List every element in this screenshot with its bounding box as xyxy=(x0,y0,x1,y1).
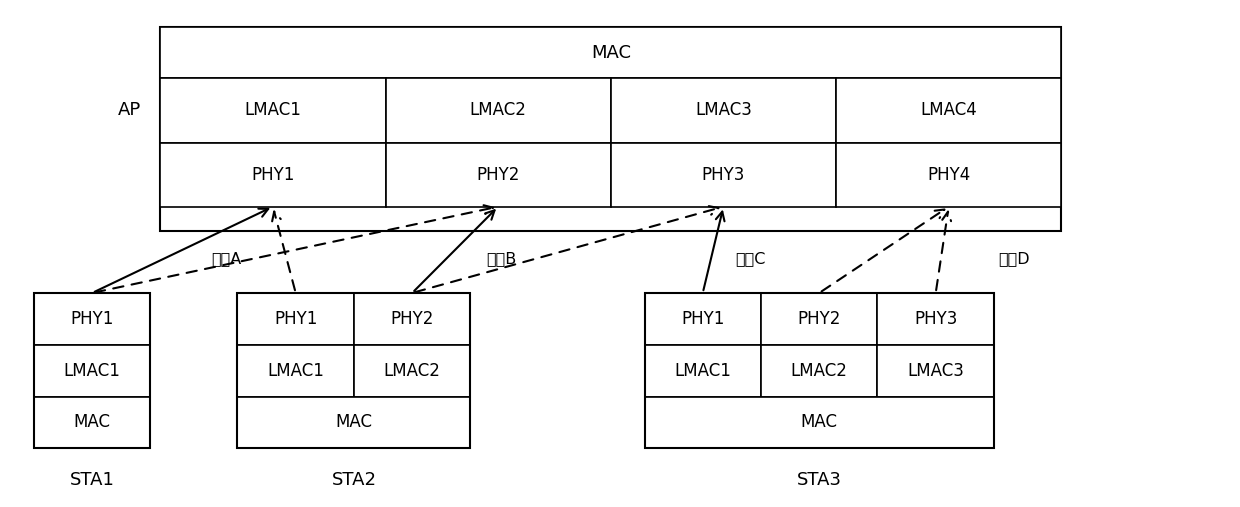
FancyBboxPatch shape xyxy=(33,293,150,345)
FancyBboxPatch shape xyxy=(386,79,611,142)
FancyBboxPatch shape xyxy=(836,142,1061,207)
FancyBboxPatch shape xyxy=(761,345,878,396)
Text: LMAC1: LMAC1 xyxy=(244,101,301,120)
FancyBboxPatch shape xyxy=(611,79,836,142)
Text: PHY1: PHY1 xyxy=(252,166,295,184)
FancyBboxPatch shape xyxy=(386,142,611,207)
FancyBboxPatch shape xyxy=(33,396,150,448)
Text: MAC: MAC xyxy=(73,413,110,431)
FancyBboxPatch shape xyxy=(160,142,386,207)
Text: 链路B: 链路B xyxy=(486,251,516,266)
Text: STA1: STA1 xyxy=(69,472,114,489)
Text: PHY4: PHY4 xyxy=(928,166,971,184)
FancyBboxPatch shape xyxy=(761,293,878,345)
FancyBboxPatch shape xyxy=(353,345,470,396)
Text: STA3: STA3 xyxy=(797,472,842,489)
FancyBboxPatch shape xyxy=(237,345,353,396)
FancyBboxPatch shape xyxy=(836,79,1061,142)
FancyBboxPatch shape xyxy=(645,396,994,448)
Text: LMAC1: LMAC1 xyxy=(268,361,324,380)
Text: STA2: STA2 xyxy=(331,472,377,489)
Text: PHY3: PHY3 xyxy=(914,310,957,328)
Text: PHY1: PHY1 xyxy=(681,310,724,328)
Text: MAC: MAC xyxy=(590,44,631,61)
Text: AP: AP xyxy=(118,101,141,120)
Text: PHY3: PHY3 xyxy=(702,166,745,184)
FancyBboxPatch shape xyxy=(237,293,353,345)
FancyBboxPatch shape xyxy=(645,345,761,396)
Text: 链路C: 链路C xyxy=(735,251,766,266)
FancyBboxPatch shape xyxy=(878,345,994,396)
Text: LMAC1: LMAC1 xyxy=(675,361,732,380)
FancyBboxPatch shape xyxy=(160,27,1061,79)
FancyBboxPatch shape xyxy=(878,293,994,345)
Text: LMAC3: LMAC3 xyxy=(694,101,751,120)
Text: LMAC2: LMAC2 xyxy=(791,361,848,380)
Text: MAC: MAC xyxy=(336,413,372,431)
FancyBboxPatch shape xyxy=(33,345,150,396)
Text: PHY2: PHY2 xyxy=(391,310,434,328)
FancyBboxPatch shape xyxy=(353,293,470,345)
Text: LMAC2: LMAC2 xyxy=(470,101,527,120)
FancyBboxPatch shape xyxy=(237,396,470,448)
Text: LMAC2: LMAC2 xyxy=(383,361,440,380)
FancyBboxPatch shape xyxy=(645,293,761,345)
Text: MAC: MAC xyxy=(801,413,838,431)
Text: PHY1: PHY1 xyxy=(274,310,317,328)
Text: PHY1: PHY1 xyxy=(71,310,114,328)
Text: 链路A: 链路A xyxy=(212,251,242,266)
Text: LMAC3: LMAC3 xyxy=(908,361,965,380)
Text: PHY2: PHY2 xyxy=(797,310,841,328)
FancyBboxPatch shape xyxy=(611,142,836,207)
Text: 链路D: 链路D xyxy=(998,251,1029,266)
Text: LMAC4: LMAC4 xyxy=(920,101,977,120)
Text: LMAC1: LMAC1 xyxy=(63,361,120,380)
FancyBboxPatch shape xyxy=(160,79,386,142)
Text: PHY2: PHY2 xyxy=(476,166,520,184)
